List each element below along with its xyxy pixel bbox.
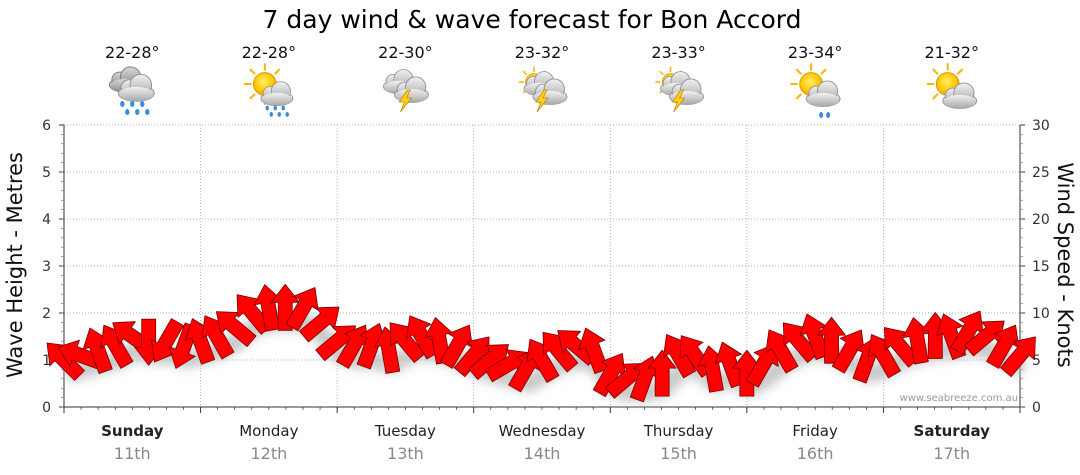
day-date-label: 11th bbox=[114, 444, 151, 463]
wind-arrow-mark bbox=[46, 342, 85, 381]
left-axis-title: Wave Height - Metres bbox=[3, 152, 27, 378]
temperature-label: 23-34° bbox=[788, 43, 843, 62]
right-tick-label: 0 bbox=[1032, 400, 1041, 416]
sun-thunderstorm-cloud-icon bbox=[655, 66, 704, 113]
right-axis-title: Wind Speed - Knots bbox=[1053, 162, 1077, 367]
day-date-label: 16th bbox=[797, 444, 834, 463]
wind-arrow-mark bbox=[439, 324, 473, 369]
thunderstorm-cloud-icon bbox=[383, 69, 429, 113]
day-date-label: 12th bbox=[250, 444, 287, 463]
wave-height-axis: 0 1 2 3 4 5 6 bbox=[42, 118, 64, 416]
wind-speed-axis: 0 5 10 15 20 25 30 bbox=[1020, 118, 1050, 416]
day-name-label: Saturday bbox=[914, 422, 991, 440]
left-tick-label: 4 bbox=[42, 212, 51, 228]
right-tick-label: 5 bbox=[1032, 353, 1041, 369]
sun-cloud-shower-icon bbox=[790, 63, 841, 118]
wind-arrow-mark bbox=[663, 334, 697, 379]
wind-arrow-mark bbox=[867, 334, 901, 379]
right-tick-label: 25 bbox=[1032, 165, 1050, 181]
day-name-label: Monday bbox=[239, 422, 298, 440]
left-tick-label: 1 bbox=[42, 353, 51, 369]
day-date-label: 14th bbox=[524, 444, 561, 463]
day-name-label: Tuesday bbox=[374, 422, 436, 440]
sun-cloud-icon bbox=[926, 63, 978, 109]
temperature-label: 23-33° bbox=[651, 43, 706, 62]
wind-arrow-mark bbox=[765, 329, 799, 374]
wind-arrows bbox=[46, 283, 1036, 403]
day-date-label: 17th bbox=[933, 444, 970, 463]
day-name-label: Friday bbox=[792, 422, 838, 440]
rain-cloud-icon bbox=[108, 66, 155, 115]
wind-arrow-mark bbox=[526, 338, 560, 383]
wind-arrow-mark bbox=[468, 344, 509, 380]
wind-arrow-mark bbox=[986, 324, 1020, 369]
day-date-label: 13th bbox=[387, 444, 424, 463]
sun-cloud-rain-icon bbox=[243, 63, 294, 117]
right-tick-label: 20 bbox=[1032, 212, 1050, 228]
temperature-label: 23-32° bbox=[515, 43, 570, 62]
day-name-label: Thursday bbox=[643, 422, 714, 440]
day-date-label: 15th bbox=[660, 444, 697, 463]
left-tick-label: 0 bbox=[42, 400, 51, 416]
sun-thunderstorm-cloud-icon bbox=[518, 66, 568, 113]
weather-icons bbox=[108, 63, 978, 118]
wind-arrow-mark bbox=[1000, 336, 1036, 378]
left-tick-label: 3 bbox=[42, 259, 51, 275]
day-name-label: Sunday bbox=[101, 422, 164, 440]
temperature-label: 22-28° bbox=[242, 43, 297, 62]
temperature-label: 22-28° bbox=[105, 43, 160, 62]
temperature-label: 21-32° bbox=[924, 43, 979, 62]
right-tick-label: 15 bbox=[1032, 259, 1050, 275]
right-tick-label: 30 bbox=[1032, 118, 1050, 134]
credit-text: www.seabreeze.com.au bbox=[900, 393, 1018, 404]
wind-arrow-mark bbox=[647, 349, 677, 397]
right-tick-label: 10 bbox=[1032, 306, 1050, 322]
left-tick-label: 6 bbox=[42, 118, 51, 134]
wind-arrow-mark bbox=[299, 306, 340, 343]
day-name-label: Wednesday bbox=[499, 422, 586, 440]
wind-arrow-mark bbox=[285, 287, 319, 332]
day-labels: Sunday 11th Monday 12th Tuesday 13th Wednesday… bbox=[101, 422, 990, 463]
wind-arrow-mark bbox=[215, 311, 257, 348]
temperature-label: 22-30° bbox=[378, 43, 433, 62]
left-tick-label: 2 bbox=[42, 306, 51, 322]
chart-title: 7 day wind & wave forecast for Bon Accor… bbox=[263, 5, 802, 34]
wind-arrow-mark bbox=[542, 331, 579, 373]
wind-arrow-mark bbox=[201, 315, 235, 360]
wind-arrow-mark bbox=[831, 329, 865, 374]
left-tick-label: 5 bbox=[42, 165, 51, 181]
temperature-labels: 22-28° 22-28° 22-30° 23-32° 23-33° 23-34° 21-3… bbox=[105, 43, 979, 62]
